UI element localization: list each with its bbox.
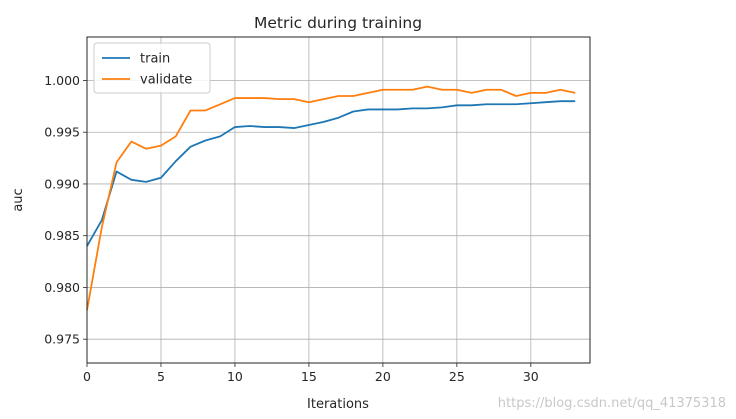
x-tick-label: 30 <box>523 369 539 384</box>
axis-ticks: 0 5 10 15 20 25 30 0.975 0.980 0.985 0.990 0.995 1.0… <box>44 73 539 384</box>
x-tick-label: 0 <box>83 369 91 384</box>
y-tick-label: 1.000 <box>44 73 80 88</box>
legend-label-validate: validate <box>140 73 192 88</box>
y-tick-label: 0.980 <box>44 280 80 295</box>
y-tick-label: 0.990 <box>44 176 80 191</box>
x-tick-label: 5 <box>157 369 165 384</box>
y-tick-label: 0.975 <box>44 332 80 347</box>
y-tick-label: 0.985 <box>44 228 80 243</box>
series-lines <box>86 85 576 311</box>
x-tick-label: 15 <box>301 369 317 384</box>
y-tick-label: 0.995 <box>44 125 80 140</box>
legend-label-train: train <box>140 52 170 67</box>
chart-title: Metric during training <box>254 14 422 32</box>
x-tick-label: 10 <box>227 369 243 384</box>
grid <box>86 37 590 363</box>
legend-box <box>93 42 211 94</box>
x-tick-label: 20 <box>375 369 391 384</box>
plot-area <box>86 36 591 364</box>
watermark: https://blog.csdn.net/qq_41375318 <box>497 396 726 411</box>
y-axis-label: auc <box>11 188 26 211</box>
legend: train validate <box>93 42 211 94</box>
series-line-validate <box>86 85 576 311</box>
series-line-train <box>86 100 576 247</box>
x-axis-label: Iterations <box>307 397 369 412</box>
x-tick-label: 25 <box>449 369 465 384</box>
